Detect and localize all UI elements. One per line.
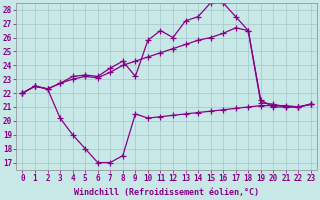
- X-axis label: Windchill (Refroidissement éolien,°C): Windchill (Refroidissement éolien,°C): [74, 188, 259, 197]
